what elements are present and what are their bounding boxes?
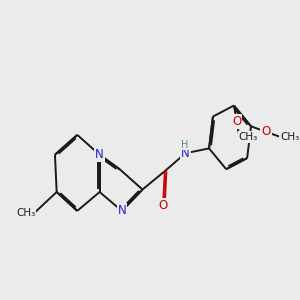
- Text: CH₃: CH₃: [16, 208, 35, 218]
- Text: CH₃: CH₃: [280, 132, 299, 142]
- Text: N: N: [118, 204, 126, 218]
- Text: N: N: [95, 148, 104, 161]
- Text: O: O: [158, 200, 168, 212]
- Text: N: N: [181, 147, 190, 160]
- Text: O: O: [232, 115, 241, 128]
- Text: H: H: [181, 140, 188, 150]
- Text: CH₃: CH₃: [238, 132, 258, 142]
- Text: O: O: [261, 125, 271, 138]
